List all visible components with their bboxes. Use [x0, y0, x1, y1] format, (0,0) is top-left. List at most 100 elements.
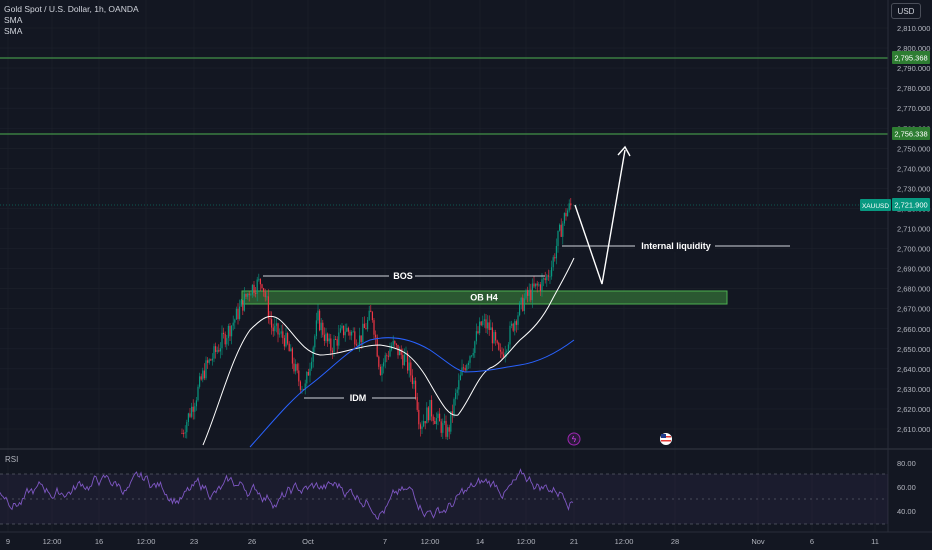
candle-body: [378, 356, 380, 367]
candle-body: [341, 325, 343, 329]
candle-body: [447, 427, 449, 437]
candle-body: [463, 367, 465, 369]
candle-body: [296, 364, 298, 371]
candle-body: [464, 368, 466, 371]
order-block-zone[interactable]: [241, 290, 728, 305]
candle-body: [248, 293, 250, 296]
candle-body: [483, 319, 485, 321]
candle-body: [368, 310, 370, 320]
candle-body: [525, 290, 527, 299]
candle-body: [495, 332, 497, 341]
candle-body: [490, 327, 492, 331]
candle-body: [427, 407, 429, 421]
candle-body: [207, 360, 209, 363]
candle-body: [536, 283, 538, 286]
candle-body: [205, 360, 207, 379]
order-block-label: OB H4: [470, 293, 498, 303]
currency-button[interactable]: USD: [891, 3, 921, 19]
candle-body: [472, 352, 474, 356]
candle-body: [370, 310, 372, 313]
candle-body: [456, 389, 458, 393]
candle-body: [365, 327, 367, 330]
candle-body: [192, 406, 194, 412]
symbol-title[interactable]: Gold Spot / U.S. Dollar, 1h, OANDA: [4, 4, 139, 14]
candle-body: [352, 331, 354, 333]
candle-body: [485, 319, 487, 329]
price-tick-label: 2,810.000: [897, 24, 930, 33]
candle-body: [375, 334, 377, 338]
price-tick-label: 2,660.000: [897, 325, 930, 334]
level-price-tag-1: 2,795.368: [892, 51, 930, 64]
price-scale[interactable]: 2,810.000 2,800.000 2,790.000 2,780.000 2,77…: [887, 0, 930, 532]
candle-body: [290, 348, 292, 352]
sma-indicator-2-label[interactable]: SMA: [4, 26, 23, 36]
time-tick-label: 16: [95, 537, 103, 546]
sma-indicator-1-label[interactable]: SMA: [4, 15, 23, 25]
price-tick-label: 2,640.000: [897, 365, 930, 374]
time-tick-label: Oct: [302, 537, 315, 546]
candle-body: [429, 399, 431, 421]
candle-body: [549, 276, 551, 278]
candle-body: [570, 203, 572, 206]
time-axis[interactable]: 9 12:00 16 12:00 23 26 Oct 7 12:00 14 12:00 21 12:00…: [6, 537, 879, 546]
lightning-event-icon[interactable]: ϟ: [567, 432, 581, 446]
candle-body: [191, 406, 193, 417]
candle-body: [439, 413, 441, 422]
candle-body: [325, 333, 327, 341]
time-tick-label: 12:00: [137, 537, 156, 546]
candle-body: [349, 331, 351, 336]
candle-body: [224, 334, 226, 345]
candle-body: [381, 366, 383, 376]
candle-body: [303, 389, 305, 390]
candle-body: [426, 407, 428, 424]
rsi-scale: 80.00 60.00 40.00: [897, 459, 916, 516]
candle-body: [253, 284, 255, 294]
price-tick-label: 2,690.000: [897, 265, 930, 274]
candle-body: [312, 347, 314, 362]
candle-body: [480, 321, 482, 326]
candle-body: [387, 355, 389, 357]
price-tick-label: 2,750.000: [897, 144, 930, 153]
candle-body: [309, 368, 311, 376]
candle-body: [479, 321, 481, 334]
candle-body: [219, 348, 221, 352]
candle-body: [285, 333, 287, 347]
candle-body: [507, 344, 509, 351]
candle-body: [395, 343, 397, 345]
candle-body: [197, 386, 199, 401]
candle-body: [343, 325, 345, 336]
projection-path[interactable]: [574, 149, 626, 285]
svg-text:2,721.900: 2,721.900: [894, 201, 927, 210]
candle-body: [335, 339, 337, 340]
candle-body: [496, 340, 498, 343]
candle-body: [557, 230, 559, 247]
candle-body: [218, 350, 220, 352]
us-flag-event-icon[interactable]: [660, 433, 672, 445]
candle-body: [563, 213, 565, 224]
sma-slow-line: [249, 337, 575, 448]
candle-body: [453, 399, 455, 415]
candle-body: [357, 344, 359, 346]
candle-body: [411, 375, 413, 385]
candle-body: [394, 341, 396, 344]
time-tick-label: 9: [6, 537, 10, 546]
candle-body: [379, 366, 381, 376]
candle-body: [333, 339, 335, 353]
candle-body: [202, 370, 204, 380]
candle-body: [367, 319, 369, 330]
candle-body: [543, 278, 545, 280]
rsi-tick-label: 60.00: [897, 483, 916, 492]
candle-body: [488, 322, 490, 331]
rsi-tick-label: 40.00: [897, 507, 916, 516]
price-tick-label: 2,680.000: [897, 285, 930, 294]
price-tick-label: 2,670.000: [897, 305, 930, 314]
candle-body: [408, 362, 410, 371]
candle-body: [431, 399, 433, 417]
candle-body: [319, 310, 321, 331]
candle-body: [240, 300, 242, 307]
candle-body: [208, 359, 210, 363]
candle-body: [315, 320, 317, 337]
candle-body: [247, 293, 249, 297]
idm-label: IDM: [350, 393, 367, 403]
